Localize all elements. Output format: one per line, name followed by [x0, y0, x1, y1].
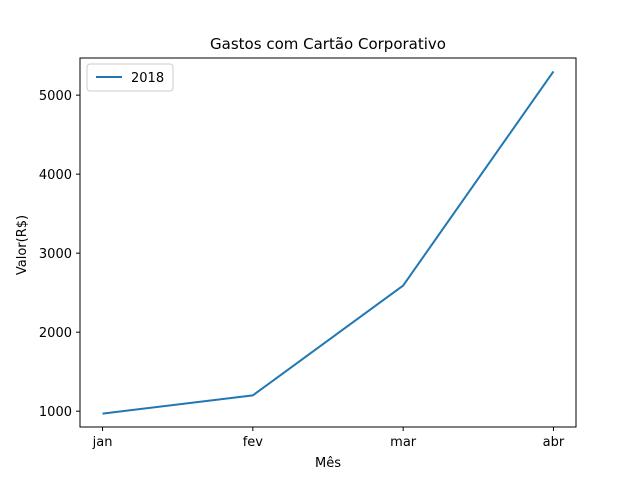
legend-label: 2018 [131, 71, 164, 86]
y-axis-label: Valor(R$) [15, 215, 30, 275]
x-tick-label: fev [243, 435, 264, 450]
y-tick-label: 1000 [39, 405, 72, 420]
y-tick-label: 4000 [39, 168, 72, 183]
x-tick-label: abr [543, 435, 565, 450]
x-axis-label: Mês [315, 456, 341, 471]
chart-title: Gastos com Cartão Corporativo [210, 35, 446, 53]
y-tick-label: 5000 [39, 89, 72, 104]
x-tick-label: mar [390, 435, 417, 450]
y-tick-label: 3000 [39, 247, 72, 262]
x-tick-label: jan [92, 435, 113, 450]
y-tick-label: 2000 [39, 326, 72, 341]
legend: 2018 [87, 64, 173, 91]
